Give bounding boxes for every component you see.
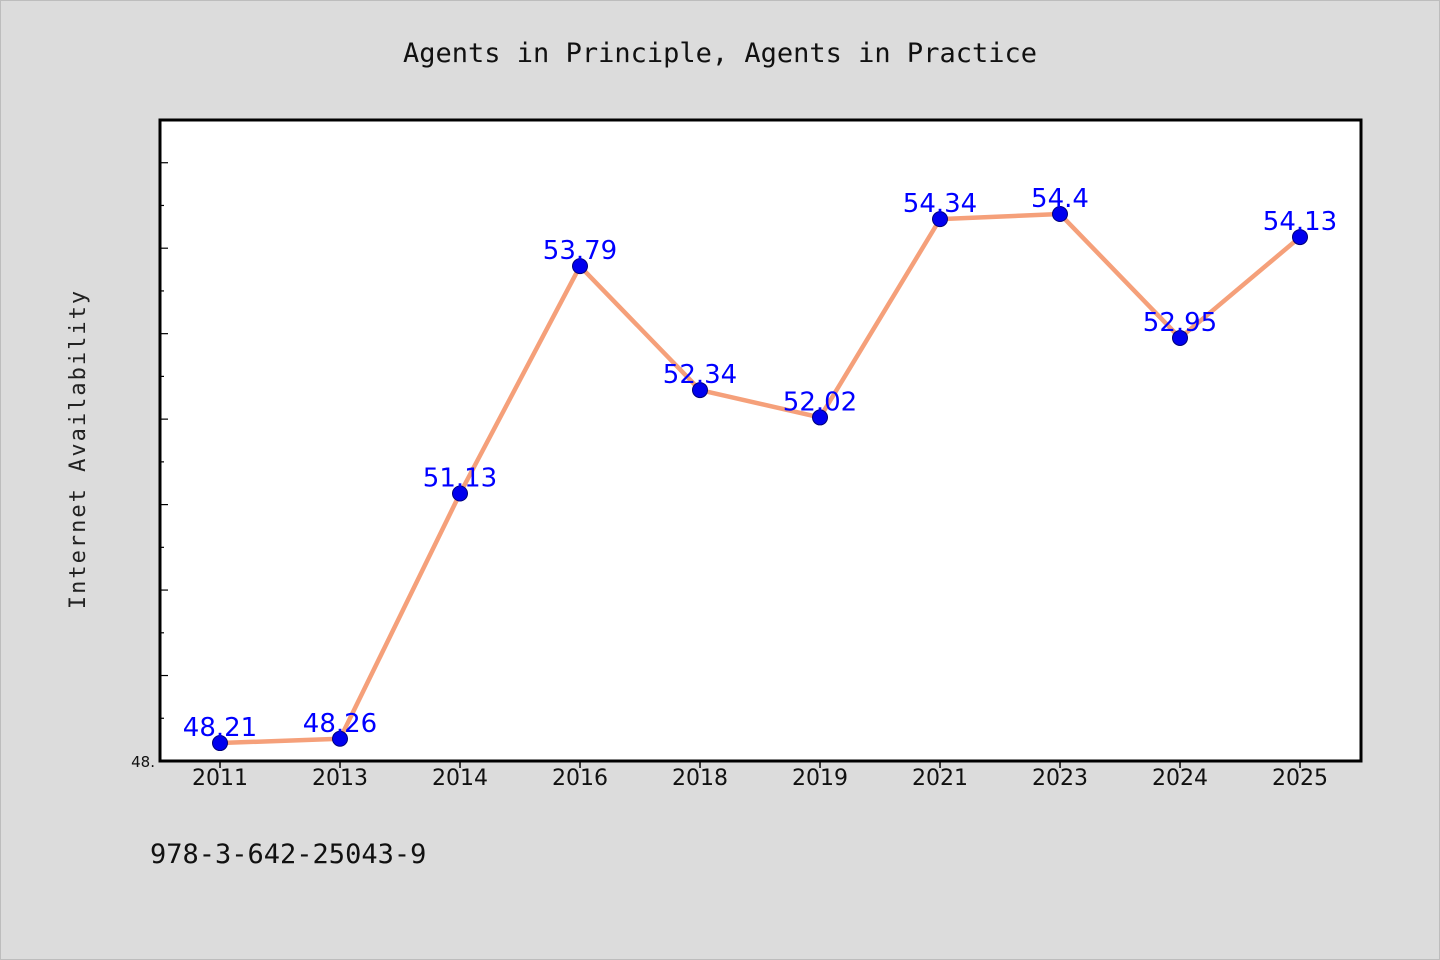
data-point-2024 [1172,329,1188,346]
data-point-2011 [212,735,228,752]
x-tick-label-2011: 2011 [192,766,248,791]
data-point-2025 [1292,229,1308,246]
x-tick-label-2019: 2019 [792,766,848,791]
data-label-2021: 54.34 [903,189,977,219]
data-markers [212,206,1308,752]
data-point-2014 [452,485,468,502]
series-line-group [217,211,1303,746]
x-tick-label-2025: 2025 [1272,766,1328,791]
y-tick-label: 48. [131,753,155,771]
data-point-2023 [1052,206,1068,223]
x-tick-label-2023: 2023 [1032,766,1088,791]
x-tick-label-2013: 2013 [312,766,368,791]
x-tick-label-2018: 2018 [672,766,728,791]
data-labels: 48.21 48.26 51.13 53.79 52.34 52.02 54.34 54.4 5… [183,184,1337,743]
x-tick-label-2014: 2014 [432,766,488,791]
data-point-2021 [932,211,948,228]
data-point-2016 [572,258,588,275]
x-tick-label-2016: 2016 [552,766,608,791]
data-point-2013 [332,730,348,747]
isbn-footer: 978-3-642-25043-9 [150,839,426,870]
plot-area [158,118,1363,763]
data-label-2018: 52.34 [663,360,737,390]
series-line [217,211,1303,746]
x-tick-label-2021: 2021 [912,766,968,791]
chart-title: Agents in Principle, Agents in Practice [403,38,1037,69]
data-point-2018 [692,382,708,399]
data-label-2023: 54.4 [1031,184,1089,214]
y-minor-ticks [160,119,168,719]
x-axis-ticks: 2011 2013 2014 2016 2018 2019 2021 2023 2024 2025 [192,761,1328,791]
data-label-2016: 53.79 [543,236,617,266]
data-label-2011: 48.21 [183,713,257,743]
data-label-2024: 52.95 [1143,308,1217,338]
x-tick-label-2024: 2024 [1152,766,1208,791]
data-label-2025: 54.13 [1263,207,1337,237]
data-label-2014: 51.13 [423,463,497,493]
y-axis-label: Internet Availability [66,289,91,609]
data-label-2019: 52.02 [783,387,857,417]
data-label-2013: 48.26 [303,709,377,739]
data-point-2019 [812,409,828,426]
